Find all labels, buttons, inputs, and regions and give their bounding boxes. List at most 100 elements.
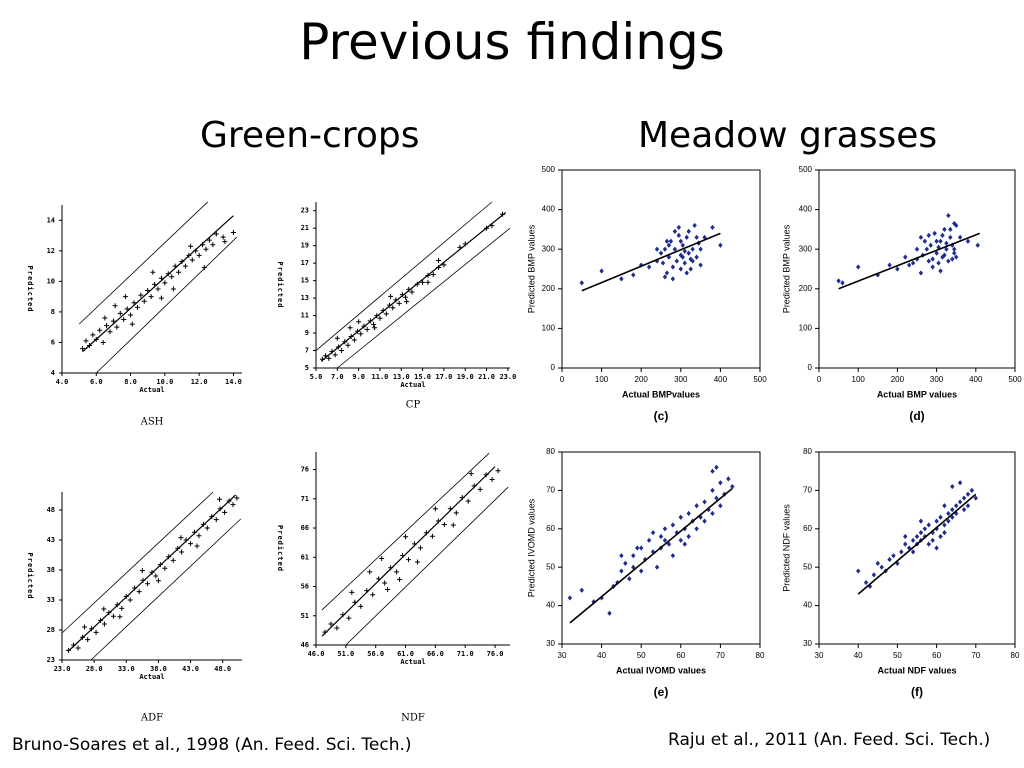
chart-f-fit-line [857, 493, 977, 595]
chart-e-point [686, 510, 691, 517]
chart-cp-x-tick-label: 19.0 [457, 373, 474, 381]
chart-cp-point [372, 325, 378, 331]
chart-ash-point [110, 318, 116, 324]
chart-cp-point [403, 294, 409, 300]
chart-c-y-tick-label: 400 [542, 205, 556, 214]
chart-f-y-tick-label: 40 [803, 601, 812, 610]
chart-ash-point [107, 329, 113, 335]
chart-cp-point [364, 327, 370, 333]
chart-adf-point [183, 537, 189, 543]
chart-cp-point [436, 258, 442, 264]
chart-ndf-point [495, 468, 501, 474]
chart-e-point [670, 553, 676, 559]
chart-c-y-tick-label: 200 [542, 284, 556, 293]
chart-adf-point [166, 554, 172, 560]
chart-cp-point [367, 318, 373, 324]
chart-cp-point [371, 321, 377, 327]
chart-d-point [952, 220, 957, 227]
chart-c-point [658, 250, 664, 256]
chart-c-x-tick-label: 500 [753, 375, 767, 384]
section-title-green-crops: Green-crops [200, 115, 420, 156]
chart-e-point [646, 537, 652, 543]
chart-cp-point [334, 335, 340, 341]
chart-f-point [957, 499, 963, 505]
chart-adf-point [119, 605, 125, 611]
chart-cp-point [409, 289, 415, 295]
chart-ndf-point [370, 592, 376, 598]
chart-ndf-point [349, 589, 355, 595]
chart-cp-point [425, 272, 431, 278]
chart-c-y-tick-label: 0 [551, 363, 556, 372]
chart-adf-point [85, 637, 91, 643]
chart-d-point [946, 258, 951, 264]
chart-ndf-point [453, 510, 459, 516]
chart-cp-confidence-line [315, 201, 493, 351]
chart-adf-point [157, 562, 163, 568]
chart-f-x-tick-label: 50 [893, 651, 902, 660]
chart-f-point [950, 483, 955, 490]
chart-e-x-tick-label: 60 [676, 651, 685, 660]
chart-ndf-point [376, 576, 382, 582]
chart-ash-point [162, 280, 168, 286]
chart-cp-point [420, 279, 426, 285]
chart-c-fit-line [581, 232, 721, 292]
chart-c-point [646, 264, 652, 270]
chart-ash-point [83, 338, 89, 344]
chart-adf-point [204, 525, 210, 531]
chart-cp: 5.0 7.0 9.0 11.0 13.0 15.0 17.0 19.0 21.0 23.0 5 7 9… [276, 201, 516, 411]
chart-d-point [903, 254, 908, 260]
chart-ndf-point [364, 588, 370, 594]
chart-c-x-tick-label: 400 [714, 375, 728, 384]
chart-ndf-point [411, 541, 417, 547]
chart-d-point [914, 256, 920, 262]
chart-f-y-label: Predicted NDF values [781, 504, 791, 592]
chart-c-point [710, 224, 715, 231]
chart-adf-point [209, 514, 215, 520]
chart-ash-point [170, 286, 176, 292]
chart-ash-point [112, 303, 118, 309]
chart-cp-point [425, 279, 431, 285]
chart-ash-point [213, 231, 219, 237]
chart-e-point [670, 522, 676, 528]
chart-ash-confidence-line [96, 236, 238, 374]
chart-f-point [914, 533, 920, 540]
chart-ndf-y-tick-label: 56 [301, 583, 309, 591]
chart-adf-x-tick-label: 38.0 [150, 665, 167, 673]
chart-cp-point [329, 348, 335, 354]
chart-ndf-point [403, 534, 409, 540]
chart-d: 0 100 200 300 400 500 0 100 200 300 400 500 Actual B… [781, 165, 1022, 423]
chart-cp-x-tick-label: 7.0 [331, 373, 344, 381]
chart-ndf-point [397, 576, 403, 582]
chart-ndf-point [450, 522, 456, 528]
chart-ash-point [138, 292, 144, 298]
chart-cp-x-tick-label: 23.0 [499, 373, 516, 381]
chart-c-x-tick-label: 100 [595, 375, 609, 384]
chart-ash-point [165, 271, 171, 277]
chart-ash-y-label: Predicted [26, 266, 34, 313]
chart-ndf-point [346, 615, 352, 621]
chart-adf-point [101, 621, 107, 627]
chart-d-point [936, 260, 941, 266]
chart-f-caption: (f) [911, 685, 923, 699]
chart-c-point [694, 234, 699, 240]
chart-cp-x-tick-label: 17.0 [435, 373, 452, 381]
chart-d-point [975, 242, 980, 248]
chart-cp-point [323, 353, 329, 359]
chart-adf-point [136, 589, 142, 595]
chart-ash-point [230, 229, 236, 235]
chart-ndf-point [340, 612, 346, 618]
chart-ash-point [186, 252, 192, 258]
chart-c-point [660, 260, 666, 266]
chart-e-y-tick-label: 60 [546, 524, 555, 533]
chart-ndf-y-tick-label: 51 [301, 612, 309, 620]
chart-d-y-tick-label: 400 [799, 205, 813, 214]
chart-ash-x-tick-label: 8.0 [124, 378, 137, 386]
chart-d-point [914, 246, 920, 252]
chart-f-x-tick-label: 80 [1011, 651, 1020, 660]
chart-adf: 23.0 28.0 33.0 38.0 43.0 48.0 23 28 33 38 43 48 Actu… [26, 491, 242, 724]
chart-cp-point [326, 355, 332, 361]
chart-ash-point [145, 288, 151, 294]
chart-adf-y-tick-label: 43 [47, 536, 55, 544]
chart-adf-point [114, 602, 120, 608]
chart-ash-point [196, 252, 202, 258]
